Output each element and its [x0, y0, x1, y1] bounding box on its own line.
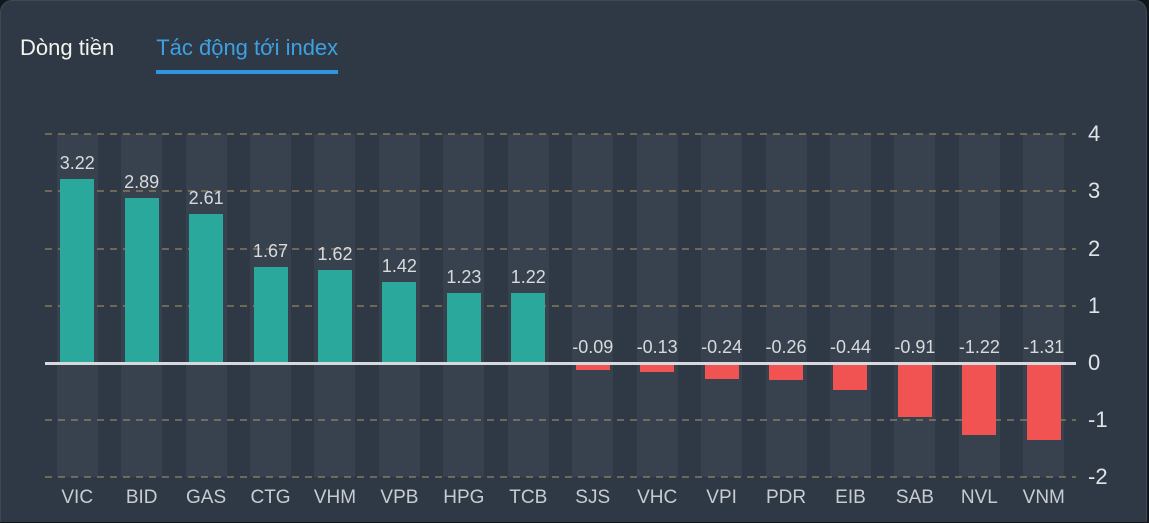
bar-vic[interactable] [60, 179, 95, 363]
y-axis-tick-label--1: -1 [1088, 407, 1108, 432]
column-band [829, 134, 871, 477]
y-axis-tick-label-0: 0 [1088, 350, 1101, 375]
y-axis-tick-label-2: 2 [1088, 236, 1101, 261]
category-label-hpg: HPG [443, 487, 485, 508]
column-band [765, 134, 807, 477]
gridline--2 [45, 476, 1076, 478]
bar-sab[interactable] [897, 363, 932, 417]
tab-bar: Dòng tiền Tác động tới index [1, 1, 1146, 74]
bar-vpb[interactable] [382, 282, 417, 363]
category-label-vnm: VNM [1022, 487, 1065, 508]
bar-hpg[interactable] [446, 293, 481, 363]
category-label-eib: EIB [835, 487, 866, 508]
bar-nvl[interactable] [962, 363, 997, 435]
bar-vhm[interactable] [317, 270, 352, 363]
bar-vhc[interactable] [640, 363, 675, 372]
category-label-vhm: VHM [313, 487, 357, 508]
category-label-vic: VIC [61, 487, 94, 508]
column-band [572, 134, 614, 477]
category-label-gas: GAS [186, 487, 227, 508]
value-label-sab: -0.91 [894, 337, 936, 357]
y-axis-tick-label-3: 3 [1088, 178, 1101, 203]
value-label-hpg: 1.23 [446, 267, 482, 287]
gridline-4 [45, 133, 1076, 135]
gridline-2 [45, 248, 1076, 250]
column-band [701, 134, 743, 477]
column-band [636, 134, 678, 477]
value-label-vhm: 1.62 [317, 244, 353, 264]
tab-dong-tien[interactable]: Dòng tiền [20, 35, 115, 60]
bar-pdr[interactable] [769, 363, 804, 380]
y-axis-tick-label-1: 1 [1088, 293, 1101, 318]
y-axis-tick-label-4: 4 [1088, 121, 1101, 146]
value-label-vic: 3.22 [59, 153, 95, 173]
gridline-1 [45, 305, 1076, 307]
value-label-bid: 2.89 [124, 172, 160, 192]
category-label-sjs: SJS [575, 487, 611, 508]
value-label-pdr: -0.26 [765, 337, 807, 357]
value-label-vpi: -0.24 [701, 337, 743, 357]
bar-ctg[interactable] [253, 267, 288, 363]
category-label-bid: BID [125, 487, 158, 508]
bar-tcb[interactable] [511, 293, 546, 363]
bar-gas[interactable] [189, 214, 224, 363]
bar-sjs[interactable] [575, 363, 610, 370]
tab-tac-dong-toi-index[interactable]: Tác động tới index [156, 35, 339, 74]
category-label-sab: SAB [895, 487, 934, 508]
bar-vpi[interactable] [704, 363, 739, 379]
bar-vnm[interactable] [1026, 363, 1061, 440]
value-label-tcb: 1.22 [510, 267, 546, 287]
value-label-vpb: 1.42 [381, 256, 417, 276]
category-label-ctg: CTG [250, 487, 291, 508]
column-band [894, 134, 936, 477]
bar-bid[interactable] [124, 198, 159, 363]
value-label-nvl: -1.22 [958, 337, 1000, 357]
value-label-sjs: -0.09 [572, 337, 614, 357]
category-label-nvl: NVL [960, 487, 998, 508]
category-label-pdr: PDR [765, 487, 807, 508]
gridline--1 [45, 419, 1076, 421]
category-label-tcb: TCB [509, 487, 548, 508]
value-label-vnm: -1.31 [1023, 337, 1065, 357]
category-label-vpb: VPB [380, 487, 419, 508]
gridline-3 [45, 190, 1076, 192]
y-axis-tick-label--2: -2 [1088, 464, 1108, 489]
value-label-eib: -0.44 [829, 337, 871, 357]
category-label-vpi: VPI [706, 487, 737, 508]
value-label-gas: 2.61 [188, 188, 224, 208]
value-label-ctg: 1.67 [253, 241, 289, 261]
bar-eib[interactable] [833, 363, 868, 390]
category-label-vhc: VHC [637, 487, 678, 508]
value-label-vhc: -0.13 [636, 337, 678, 357]
zero-axis-line [45, 362, 1076, 365]
